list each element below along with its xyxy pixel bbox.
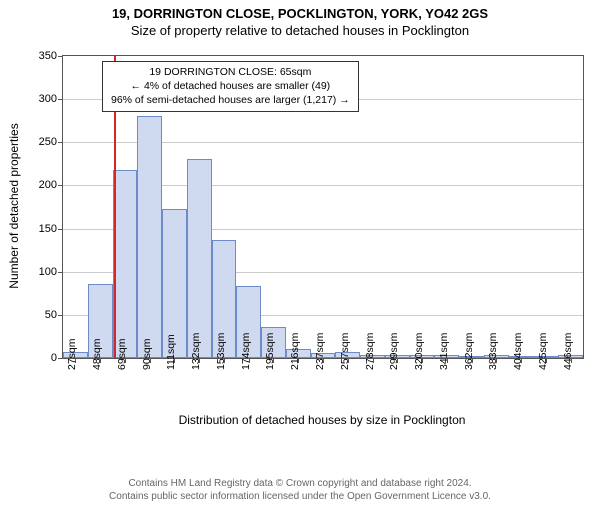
histogram-bar [113, 170, 138, 358]
footer-line-1: Contains HM Land Registry data © Crown c… [0, 478, 600, 491]
ytick-mark [58, 56, 63, 57]
ytick-mark [58, 229, 63, 230]
y-axis-label: Number of detached properties [7, 123, 21, 288]
ytick-mark [58, 99, 63, 100]
x-axis-label: Distribution of detached houses by size … [179, 413, 466, 427]
ytick-label: 350 [39, 50, 57, 62]
ytick-mark [58, 358, 63, 359]
info-box: 19 DORRINGTON CLOSE: 65sqm ← 4% of detac… [102, 61, 359, 112]
ytick-label: 250 [39, 136, 57, 148]
page-title-line1: 19, DORRINGTON CLOSE, POCKLINGTON, YORK,… [0, 6, 600, 21]
ytick-label: 0 [51, 352, 57, 364]
ytick-mark [58, 185, 63, 186]
footer-line-2: Contains public sector information licen… [0, 491, 600, 504]
chart-container: 05010015020025030035027sqm48sqm69sqm90sq… [0, 51, 600, 451]
info-line-3: 96% of semi-detached houses are larger (… [111, 93, 350, 107]
ytick-mark [58, 315, 63, 316]
info-line-1: 19 DORRINGTON CLOSE: 65sqm [111, 65, 350, 79]
page-title-line2: Size of property relative to detached ho… [0, 23, 600, 38]
ytick-label: 200 [39, 179, 57, 191]
histogram-bar [187, 159, 212, 358]
ytick-label: 50 [45, 309, 57, 321]
histogram-bar [137, 116, 162, 358]
ytick-mark [58, 272, 63, 273]
info-line-2: ← 4% of detached houses are smaller (49) [111, 79, 350, 93]
ytick-label: 300 [39, 93, 57, 105]
ytick-mark [58, 142, 63, 143]
footer: Contains HM Land Registry data © Crown c… [0, 478, 600, 503]
ytick-label: 100 [39, 266, 57, 278]
ytick-label: 150 [39, 223, 57, 235]
